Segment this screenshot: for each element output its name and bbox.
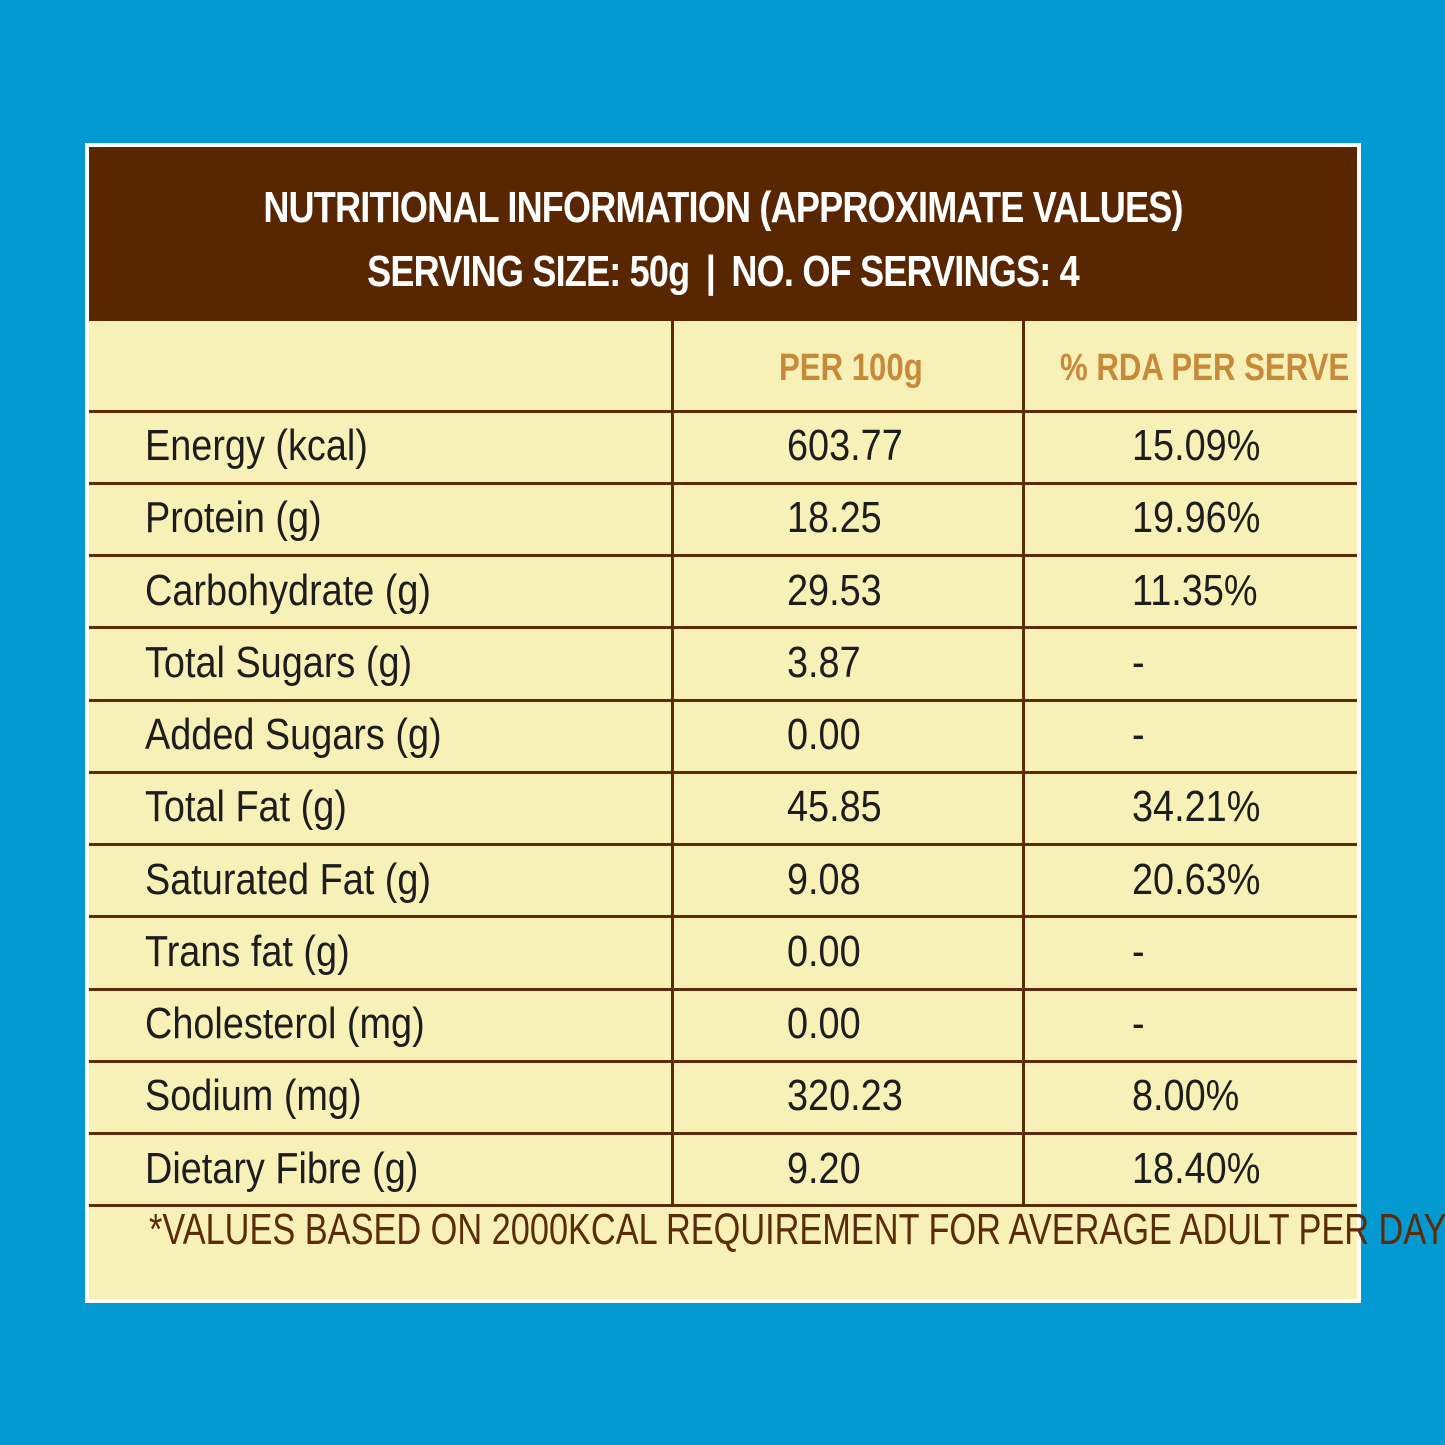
value-rda: 15.09%	[1132, 421, 1261, 470]
nutrient-name: Added Sugars (g)	[145, 710, 442, 760]
value-rda: 19.96%	[1132, 493, 1261, 543]
value-rda: 18.40%	[1132, 1143, 1261, 1193]
nutrient-name: Cholesterol (mg)	[145, 999, 425, 1049]
row-divider	[89, 554, 1357, 558]
value-rda: 34.21%	[1132, 782, 1261, 832]
value-per-100g: 320.23	[787, 1071, 903, 1121]
value-per-100g: 0.00	[787, 999, 861, 1049]
row-divider	[89, 915, 1357, 919]
nutrient-name: Total Sugars (g)	[145, 637, 413, 687]
row-divider	[89, 1132, 1357, 1136]
table-row: Dietary Fibre (g) 9.20 18.40%	[89, 1144, 1357, 1206]
value-rda: -	[1132, 999, 1145, 1049]
value-per-100g: 3.87	[787, 637, 861, 687]
row-divider	[89, 987, 1357, 991]
value-per-100g: 9.08	[787, 854, 861, 904]
row-divider	[89, 1059, 1357, 1063]
table-row: Energy (kcal) 603.77 15.09%	[89, 421, 1357, 483]
value-rda: 8.00%	[1132, 1071, 1240, 1121]
column-heading-rda: % RDA PER SERVE	[1060, 347, 1350, 389]
value-per-100g: 0.00	[787, 710, 861, 760]
row-divider	[89, 698, 1357, 702]
number-of-servings: NO. OF SERVINGS: 4	[731, 247, 1079, 296]
table-row: Total Fat (g) 45.85 34.21%	[89, 782, 1357, 844]
value-per-100g: 603.77	[787, 421, 903, 470]
value-rda: 20.63%	[1132, 854, 1261, 904]
nutrient-name: Energy (kcal)	[145, 421, 368, 470]
table-row: Cholesterol (mg) 0.00 -	[89, 999, 1357, 1061]
serving-separator: |	[705, 247, 716, 296]
value-rda: 11.35%	[1132, 565, 1258, 615]
column-divider	[671, 321, 674, 1206]
value-rda: -	[1132, 926, 1145, 976]
nutrition-table: PER 100g % RDA PER SERVE *VALUES BASED O…	[89, 321, 1445, 1299]
column-divider	[1022, 321, 1025, 1206]
nutrient-name: Trans fat (g)	[145, 926, 350, 976]
nutrition-card: NUTRITIONAL INFORMATION (APPROXIMATE VAL…	[85, 143, 1445, 1303]
table-row: Sodium (mg) 320.23 8.00%	[89, 1071, 1357, 1133]
value-per-100g: 18.25	[787, 493, 882, 543]
table-row: Total Sugars (g) 3.87 -	[89, 638, 1357, 700]
value-per-100g: 45.85	[787, 782, 882, 832]
nutrient-name: Total Fat (g)	[145, 782, 347, 832]
table-row: Carbohydrate (g) 29.53 11.35%	[89, 566, 1357, 628]
row-divider	[89, 843, 1357, 847]
nutrient-name: Dietary Fibre (g)	[145, 1143, 419, 1193]
serving-info: SERVING SIZE: 50g | NO. OF SERVINGS: 4	[203, 247, 1243, 297]
value-per-100g: 9.20	[787, 1143, 861, 1193]
value-rda: -	[1132, 637, 1145, 687]
value-rda: -	[1132, 710, 1145, 760]
row-divider	[89, 409, 1357, 413]
row-divider	[89, 481, 1357, 485]
nutrient-name: Carbohydrate (g)	[145, 565, 432, 615]
row-divider	[89, 1204, 1357, 1208]
column-heading-per100g: PER 100g	[779, 347, 923, 389]
row-divider	[89, 770, 1357, 774]
row-divider	[89, 626, 1357, 630]
table-row: Saturated Fat (g) 9.08 20.63%	[89, 855, 1357, 917]
table-row: Added Sugars (g) 0.00 -	[89, 710, 1357, 772]
nutrient-name: Saturated Fat (g)	[145, 854, 432, 904]
value-per-100g: 0.00	[787, 926, 861, 976]
serving-size: SERVING SIZE: 50g	[367, 247, 690, 296]
value-per-100g: 29.53	[787, 565, 882, 615]
table-title: NUTRITIONAL INFORMATION (APPROXIMATE VAL…	[263, 183, 1183, 232]
nutrient-name: Sodium (mg)	[145, 1071, 362, 1121]
nutrient-name: Protein (g)	[145, 493, 322, 543]
table-row: Trans fat (g) 0.00 -	[89, 927, 1357, 989]
table-row: Protein (g) 18.25 19.96%	[89, 493, 1357, 555]
footnote: *VALUES BASED ON 2000KCAL REQUIREMENT FO…	[149, 1205, 1445, 1254]
